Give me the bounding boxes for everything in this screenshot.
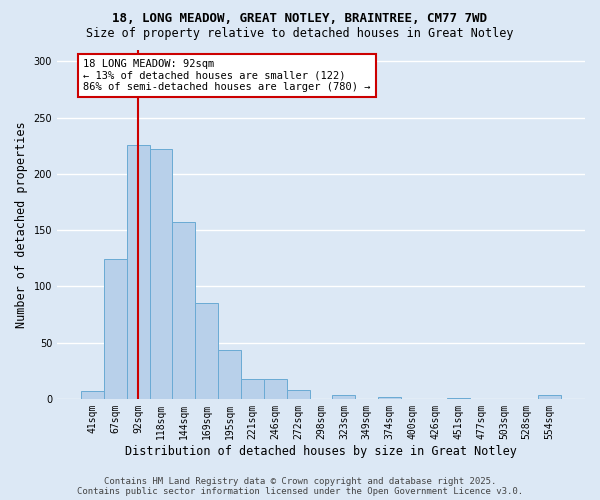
Bar xyxy=(378,396,401,399)
Bar xyxy=(287,390,310,399)
Text: 18 LONG MEADOW: 92sqm
← 13% of detached houses are smaller (122)
86% of semi-det: 18 LONG MEADOW: 92sqm ← 13% of detached … xyxy=(83,59,371,92)
Bar xyxy=(172,222,196,399)
Bar xyxy=(218,350,241,399)
Bar xyxy=(127,144,149,399)
Bar xyxy=(447,398,470,399)
Text: 18, LONG MEADOW, GREAT NOTLEY, BRAINTREE, CM77 7WD: 18, LONG MEADOW, GREAT NOTLEY, BRAINTREE… xyxy=(113,12,487,26)
Text: Contains HM Land Registry data © Crown copyright and database right 2025.
Contai: Contains HM Land Registry data © Crown c… xyxy=(77,476,523,496)
Bar xyxy=(264,378,287,399)
Bar xyxy=(241,378,264,399)
Bar xyxy=(332,396,355,399)
Bar xyxy=(538,396,561,399)
X-axis label: Distribution of detached houses by size in Great Notley: Distribution of detached houses by size … xyxy=(125,444,517,458)
Bar xyxy=(149,149,172,399)
Bar xyxy=(104,260,127,399)
Bar xyxy=(81,391,104,399)
Bar xyxy=(196,303,218,399)
Text: Size of property relative to detached houses in Great Notley: Size of property relative to detached ho… xyxy=(86,28,514,40)
Y-axis label: Number of detached properties: Number of detached properties xyxy=(15,121,28,328)
